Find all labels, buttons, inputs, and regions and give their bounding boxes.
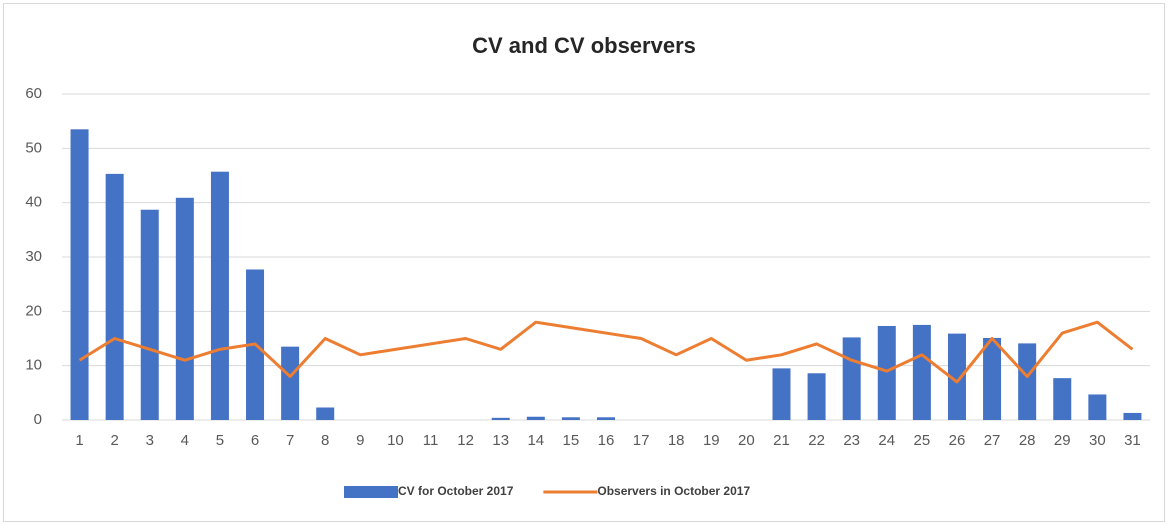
bar — [983, 337, 1002, 420]
x-tick-label: 12 — [457, 432, 474, 449]
x-tick-label: 4 — [181, 432, 189, 449]
x-tick-label: 16 — [598, 432, 615, 449]
legend-swatch — [344, 486, 398, 498]
bar — [1088, 394, 1107, 420]
chart-title: CV and CV observers — [472, 33, 696, 58]
x-tick-label: 7 — [286, 432, 294, 449]
legend-label: Observers in October 2017 — [597, 484, 750, 498]
x-tick-label: 29 — [1054, 432, 1071, 449]
y-tick-label: 30 — [25, 248, 42, 265]
bar — [912, 324, 931, 420]
bar — [281, 346, 300, 420]
bar — [947, 333, 966, 420]
x-tick-label: 6 — [251, 432, 259, 449]
bar — [842, 337, 861, 420]
bar — [597, 417, 615, 420]
line — [78, 320, 1134, 384]
bar — [1123, 412, 1142, 420]
bar — [807, 373, 826, 420]
y-tick-label: 40 — [25, 194, 42, 211]
bar — [772, 368, 791, 420]
x-tick-label: 30 — [1089, 432, 1106, 449]
x-tick-label: 21 — [773, 432, 790, 449]
bar — [210, 171, 229, 420]
x-tick-label: 1 — [75, 432, 83, 449]
bar — [526, 416, 545, 420]
y-tick-label: 20 — [25, 302, 42, 319]
x-tick-label: 15 — [563, 432, 580, 449]
x-tick-label: 19 — [703, 432, 720, 449]
x-tick-label: 27 — [984, 432, 1001, 449]
x-tick-label: 3 — [146, 432, 154, 449]
bar — [1018, 343, 1037, 420]
bar — [316, 407, 335, 420]
x-tick-label: 25 — [914, 432, 931, 449]
bar — [877, 326, 896, 420]
bar — [491, 417, 510, 420]
x-tick-label: 28 — [1019, 432, 1036, 449]
bar — [70, 129, 89, 421]
x-tick-label: 18 — [668, 432, 685, 449]
x-tick-label: 9 — [356, 432, 364, 449]
x-tick-label: 8 — [321, 432, 329, 449]
x-tick-label: 31 — [1124, 432, 1141, 449]
y-tick-label: 10 — [25, 357, 42, 374]
chart-border — [3, 3, 1165, 522]
bar — [140, 209, 159, 420]
legend-label: CV for October 2017 — [398, 484, 514, 498]
x-tick-label: 23 — [843, 432, 860, 449]
x-tick-label: 14 — [527, 432, 544, 449]
y-tick-label: 0 — [34, 411, 42, 428]
bar — [561, 417, 580, 420]
x-tick-label: 10 — [387, 432, 404, 449]
y-tick-label: 60 — [25, 85, 42, 102]
x-tick-label: 20 — [738, 432, 755, 449]
x-tick-label: 24 — [878, 432, 895, 449]
x-tick-label: 13 — [492, 432, 509, 449]
x-tick-label: 22 — [808, 432, 825, 449]
x-tick-label: 11 — [423, 432, 439, 449]
x-tick-label: 17 — [633, 432, 650, 449]
bar — [175, 197, 194, 420]
y-tick-label: 50 — [25, 139, 42, 156]
bar — [1053, 378, 1072, 420]
x-tick-label: 26 — [949, 432, 966, 449]
x-tick-label: 5 — [216, 432, 224, 449]
bar — [105, 173, 124, 420]
x-tick-label: 2 — [110, 432, 118, 449]
